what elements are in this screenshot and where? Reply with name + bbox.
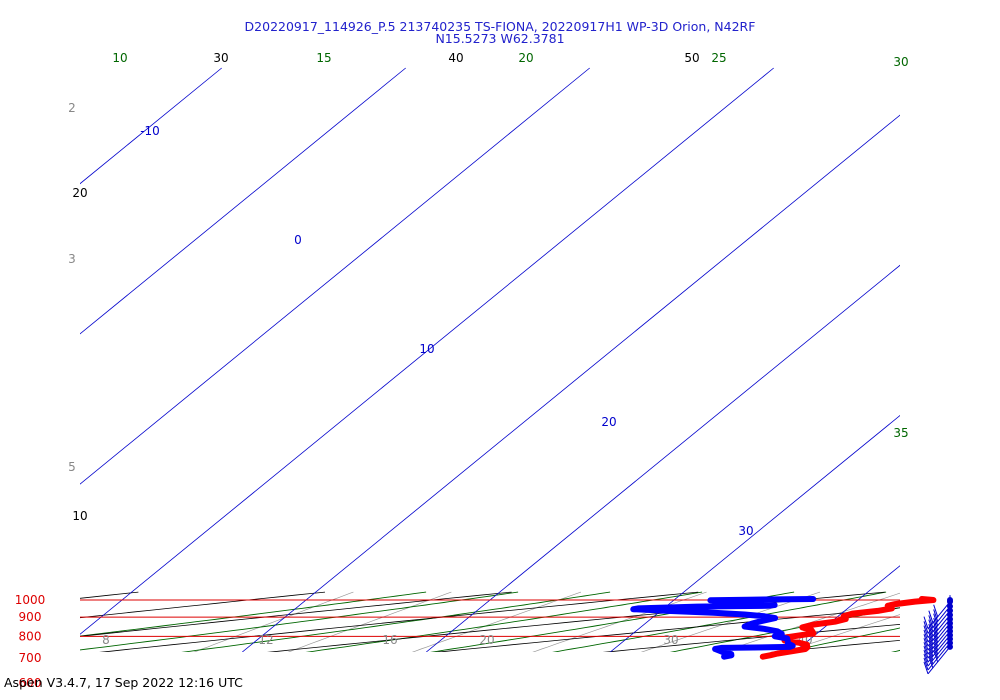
mixing-ratio-label: 5 bbox=[68, 460, 76, 474]
moist-adiabat-line bbox=[551, 591, 887, 652]
dry-adiabat-label: 50 bbox=[684, 51, 699, 65]
mixing-ratio-line bbox=[783, 614, 900, 652]
isotherm-line bbox=[80, 67, 590, 485]
dry-adiabat-label: 30 bbox=[213, 51, 228, 65]
mixing-ratio-line bbox=[411, 591, 582, 652]
dewpoint-profile bbox=[630, 596, 817, 660]
isotherm-line bbox=[978, 68, 1000, 652]
isobar-label: 800 bbox=[19, 629, 42, 643]
wind-barb-dot bbox=[947, 597, 953, 603]
wind-barb bbox=[923, 605, 951, 634]
footer-version: Aspen V3.4.7, 17 Sep 2022 12:16 UTC bbox=[4, 675, 243, 690]
dry-adiabat-label: 40 bbox=[448, 51, 463, 65]
isotherm-label: 10 bbox=[419, 342, 434, 356]
mixing-ratio-label: 20 bbox=[479, 633, 494, 647]
isotherm-line bbox=[610, 414, 900, 652]
mixing-ratio-line bbox=[193, 591, 354, 652]
mixing-ratio-label: 30 bbox=[663, 633, 678, 647]
mixing-ratio-label: 2 bbox=[68, 101, 76, 115]
mixing-ratio-line bbox=[640, 591, 821, 652]
isotherm-label: 0 bbox=[294, 233, 302, 247]
moist-adiabat-label: 15 bbox=[316, 51, 331, 65]
moist-adiabat-label: 20 bbox=[518, 51, 533, 65]
dry-adiabat-line bbox=[99, 591, 699, 652]
title-line-2: N15.5273 W62.3781 bbox=[435, 31, 565, 46]
mixing-ratio-label: 12 bbox=[258, 633, 273, 647]
moist-adiabat-line bbox=[782, 627, 900, 652]
moist-adiabat-label: 10 bbox=[112, 51, 127, 65]
moist-adiabat-label: 25 bbox=[711, 51, 726, 65]
moist-adiabat-line bbox=[180, 591, 611, 652]
isotherm-line bbox=[794, 565, 900, 652]
isotherm-line bbox=[242, 114, 900, 652]
isotherm-lines bbox=[0, 67, 1000, 652]
isobar-label: 900 bbox=[19, 610, 42, 624]
isotherm-line bbox=[0, 68, 38, 652]
isotherm-label: 20 bbox=[601, 415, 616, 429]
title-line-1: D20220917_114926_P.5 213740235 TS-FIONA,… bbox=[244, 19, 756, 34]
mixing-ratio-label: 3 bbox=[68, 252, 76, 266]
moist-adiabat-line bbox=[305, 591, 703, 652]
moist-adiabat-line bbox=[80, 591, 427, 637]
dry-adiabat-label: 20 bbox=[72, 186, 87, 200]
temperature-profile bbox=[759, 596, 937, 660]
isotherm-line bbox=[80, 67, 774, 635]
moist-adiabat-label: 30 bbox=[893, 55, 908, 69]
dry-adiabat-line bbox=[434, 607, 900, 652]
mixing-ratio-line bbox=[532, 591, 707, 652]
isobar-label: 700 bbox=[19, 651, 42, 665]
mixing-ratio-label: 16 bbox=[382, 633, 397, 647]
isotherm-line bbox=[426, 264, 900, 652]
moist-adiabat-line bbox=[80, 591, 519, 651]
isotherm-label: -10 bbox=[140, 124, 160, 138]
line-labels: 600 700 800 900 1000 -10 0 10 20 30 10 20 30 40 50 10 15… bbox=[15, 51, 909, 690]
moist-adiabat-label: 35 bbox=[893, 426, 908, 440]
sounding-profiles bbox=[630, 596, 937, 660]
dry-adiabat-line bbox=[80, 591, 512, 637]
wind-barb bbox=[923, 601, 951, 629]
dry-adiabat-label: 10 bbox=[72, 509, 87, 523]
isotherm-line bbox=[80, 67, 222, 185]
isotherm-label: 30 bbox=[738, 524, 753, 538]
chart-title: D20220917_114926_P.5 213740235 TS-FIONA,… bbox=[0, 19, 1000, 46]
mixing-ratio-label: 8 bbox=[102, 633, 110, 647]
mixing-ratio-line bbox=[287, 591, 452, 652]
dry-adiabat-line bbox=[80, 591, 326, 619]
isotherm-line bbox=[80, 67, 406, 335]
isobar-label: 1000 bbox=[15, 593, 46, 607]
isobar-label: 600 bbox=[19, 676, 42, 690]
wind-barbs bbox=[923, 595, 953, 675]
